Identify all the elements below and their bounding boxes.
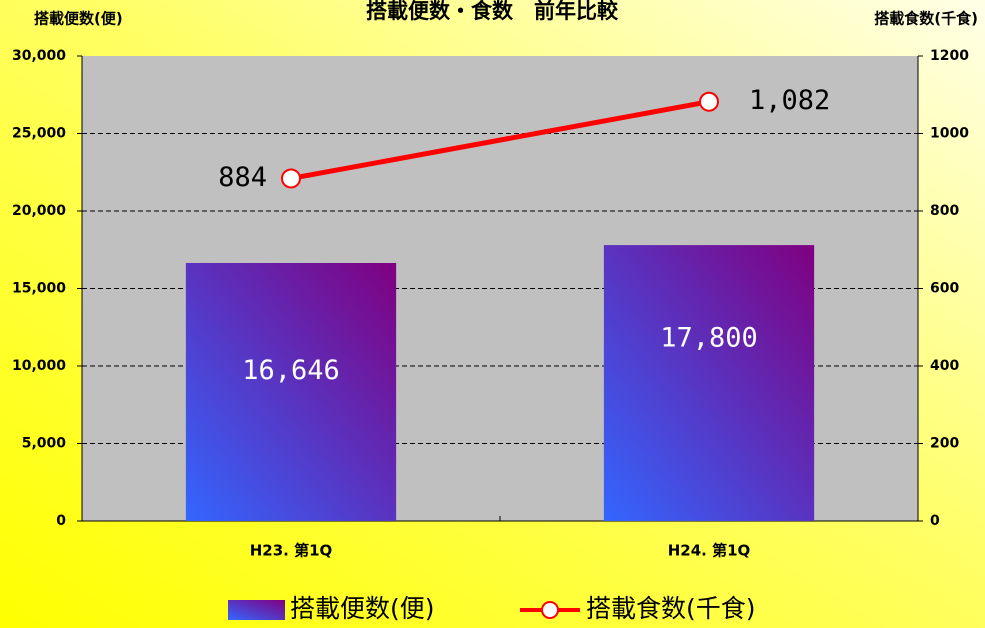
y-tick-label: 30,000 <box>12 48 66 64</box>
y-tick-label: 5,000 <box>22 436 67 452</box>
y-tick-label: 15,000 <box>12 281 66 297</box>
marks: 16,646 17,800 884 1,082 <box>185 85 830 521</box>
bar <box>603 245 815 521</box>
x-tick-label: H23. 第1Q <box>250 542 333 560</box>
y-tick-label: 10,000 <box>12 358 66 374</box>
y2-tick-label: 0 <box>930 513 940 529</box>
y2-tick-label: 600 <box>930 281 959 297</box>
line-point <box>281 168 301 189</box>
y2-tick-label: 800 <box>930 203 959 219</box>
y-tick-label: 25,000 <box>12 126 66 142</box>
x-tick-label: H24. 第1Q <box>668 542 751 560</box>
data-label: 1,082 <box>749 85 830 116</box>
line <box>290 99 710 181</box>
line-point <box>699 91 719 112</box>
legend-label: 搭載食数(千食) <box>586 594 756 623</box>
y2-axis-label: 搭載食数(千食) <box>874 10 978 28</box>
legend-swatch <box>541 601 559 619</box>
data-label: 884 <box>218 162 267 193</box>
y2-tick-label: 200 <box>930 436 959 452</box>
y2-tick-label: 1000 <box>930 126 969 142</box>
data-label: 16,646 <box>242 355 340 386</box>
legend-label: 搭載便数(便) <box>290 594 435 623</box>
y-tick-label: 0 <box>56 513 66 529</box>
y2-tick-label: 1200 <box>930 48 969 64</box>
data-label: 17,800 <box>660 322 758 353</box>
legend-swatch <box>228 600 285 620</box>
y-axis-label: 搭載便数(便) <box>34 10 123 28</box>
y-tick-label: 20,000 <box>12 203 66 219</box>
y2-tick-label: 400 <box>930 358 959 374</box>
chart-title: 搭載便数・食数 前年比較 <box>366 0 619 23</box>
bar <box>185 262 397 521</box>
